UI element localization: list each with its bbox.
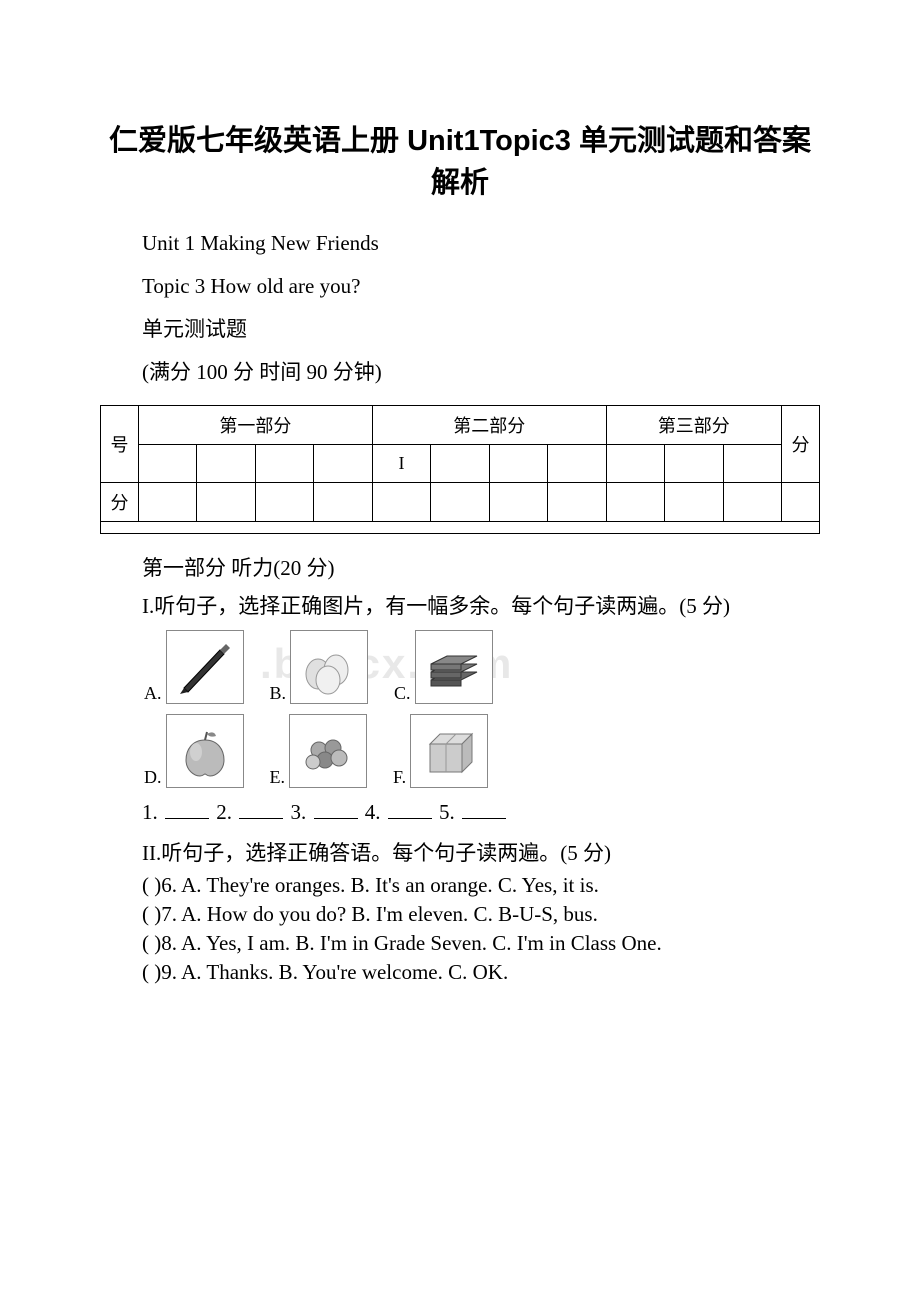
books-icon (415, 630, 493, 704)
balls-icon (289, 714, 367, 788)
image-item-f: F. (393, 714, 488, 788)
subtitle-test: 单元测试题 (100, 310, 820, 349)
instruction-1: I.听句子，选择正确图片，有一幅多余。每个句子读两遍。(5 分) (100, 590, 820, 620)
table-cell-roman: I (372, 445, 430, 483)
blank-field[interactable] (165, 818, 209, 819)
apple-icon (166, 714, 244, 788)
table-cell (548, 483, 606, 522)
subtitle-topic: Topic 3 How old are you? (100, 267, 820, 306)
table-cell (101, 522, 820, 534)
question-9: ( )9. A. Thanks. B. You're welcome. C. O… (100, 960, 820, 985)
blank-field[interactable] (239, 818, 283, 819)
table-cell-fen2: 分 (101, 483, 139, 522)
blank-field[interactable] (462, 818, 506, 819)
score-table: 号 第一部分 第二部分 第三部分 分 I 分 (100, 405, 820, 534)
eggs-icon (290, 630, 368, 704)
image-label: E. (270, 767, 286, 788)
table-cell (606, 445, 664, 483)
image-item-a: A. (144, 630, 244, 704)
table-cell-part2: 第二部分 (372, 406, 606, 445)
table-cell (314, 483, 372, 522)
table-cell-fen: 分 (782, 406, 820, 483)
question-7: ( )7. A. How do you do? B. I'm eleven. C… (100, 902, 820, 927)
table-cell (255, 445, 313, 483)
table-cell (548, 445, 606, 483)
instruction-2: II.听句子，选择正确答语。每个句子读两遍。(5 分) (100, 837, 820, 867)
subtitle-score: (满分 100 分 时间 90 分钟) (100, 353, 820, 392)
question-8: ( )8. A. Yes, I am. B. I'm in Grade Seve… (100, 931, 820, 956)
table-cell (197, 445, 255, 483)
answer-blanks-line: 1. 2. 3. 4. 5. (100, 800, 820, 825)
image-row-1: A. B. C. (144, 630, 820, 704)
page-title: 仁爱版七年级英语上册 Unit1Topic3 单元测试题和答案解析 (100, 120, 820, 204)
table-cell (431, 483, 489, 522)
question-6: ( )6. A. They're oranges. B. It's an ora… (100, 873, 820, 898)
table-cell (314, 445, 372, 483)
table-cell (665, 445, 723, 483)
table-cell (489, 445, 547, 483)
blank-label: 2. (216, 800, 232, 824)
image-item-e: E. (270, 714, 368, 788)
table-cell (723, 483, 781, 522)
pen-icon (166, 630, 244, 704)
blank-label: 1. (142, 800, 158, 824)
table-cell (255, 483, 313, 522)
table-cell-hao: 号 (101, 406, 139, 483)
box-icon (410, 714, 488, 788)
table-cell-part1: 第一部分 (139, 406, 373, 445)
image-label: C. (394, 683, 411, 704)
blank-label: 4. (365, 800, 381, 824)
image-row-2: D. E. (144, 714, 820, 788)
section-1-header: 第一部分 听力(20 分) (100, 552, 820, 582)
image-item-c: C. (394, 630, 493, 704)
image-label: A. (144, 683, 162, 704)
subtitle-unit: Unit 1 Making New Friends (100, 224, 820, 263)
table-cell (606, 483, 664, 522)
table-row: I (101, 445, 820, 483)
table-cell-part3: 第三部分 (606, 406, 781, 445)
image-item-b: B. (270, 630, 369, 704)
image-label: B. (270, 683, 287, 704)
table-cell (139, 445, 197, 483)
image-label: D. (144, 767, 162, 788)
table-row: 号 第一部分 第二部分 第三部分 分 (101, 406, 820, 445)
image-label: F. (393, 767, 406, 788)
table-cell (489, 483, 547, 522)
blank-field[interactable] (314, 818, 358, 819)
blank-label: 5. (439, 800, 455, 824)
table-cell (372, 483, 430, 522)
document-content: 仁爱版七年级英语上册 Unit1Topic3 单元测试题和答案解析 Unit 1… (100, 120, 820, 985)
table-row (101, 522, 820, 534)
table-cell (197, 483, 255, 522)
table-cell (431, 445, 489, 483)
table-row: 分 (101, 483, 820, 522)
table-cell (139, 483, 197, 522)
image-item-d: D. (144, 714, 244, 788)
blank-field[interactable] (388, 818, 432, 819)
blank-label: 3. (291, 800, 307, 824)
table-cell (782, 483, 820, 522)
table-cell (665, 483, 723, 522)
table-cell (723, 445, 781, 483)
